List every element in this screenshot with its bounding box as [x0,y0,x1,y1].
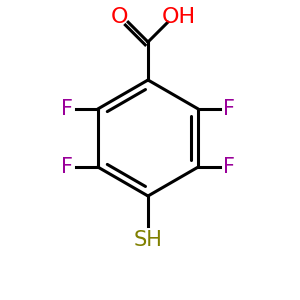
Text: F: F [223,99,235,119]
Text: F: F [223,157,235,177]
Text: SH: SH [134,230,162,250]
Text: O: O [110,7,128,27]
Text: F: F [61,99,73,119]
Text: F: F [61,157,73,177]
Text: OH: OH [161,7,196,27]
